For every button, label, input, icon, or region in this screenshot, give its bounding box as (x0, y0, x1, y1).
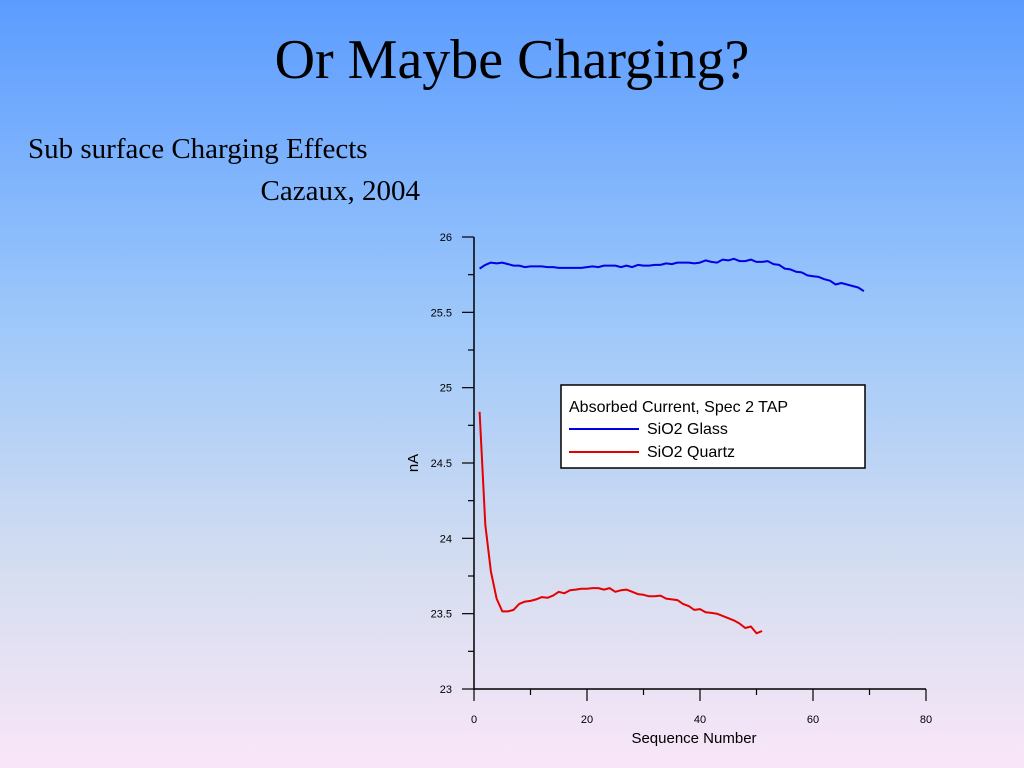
legend-label-2: SiO2 Quartz (647, 444, 735, 461)
chart-series-layer (478, 257, 865, 635)
series-line-2 (478, 411, 763, 635)
x-tick-label: 80 (920, 714, 932, 726)
y-tick-label: 26 (440, 232, 452, 244)
y-tick-label: 24 (440, 533, 452, 545)
x-tick-label: 40 (694, 714, 706, 726)
series-line-1 (479, 257, 865, 293)
legend-box (560, 384, 866, 469)
slide-subtitle: Sub surface Charging Effects Cazaux, 200… (28, 128, 428, 212)
y-axis-label: nA (405, 454, 422, 472)
chart-legend: Absorbed Current, Spec 2 TAP SiO2 GlassS… (560, 384, 866, 469)
x-axis-label: Sequence Number (631, 730, 756, 747)
legend-entries: SiO2 Glass SiO2 Quartz (569, 421, 735, 461)
x-tick-label: 60 (807, 714, 819, 726)
legend-title: Absorbed Current, Spec 2 TAP (569, 399, 788, 416)
subtitle-line-2: Cazaux, 2004 (260, 175, 420, 207)
chart-axes: 23 23.5 24 24.5 25 25.5 26 0 20 40 60 80 (431, 232, 933, 726)
x-tick-label: 20 (581, 714, 593, 726)
legend-label-1: SiO2 Glass (647, 421, 728, 438)
subtitle-line-1: Sub surface Charging Effects (28, 133, 368, 165)
y-tick-label: 25.5 (431, 307, 452, 319)
y-tick-label: 23 (440, 684, 452, 696)
x-tick-label: 0 (471, 714, 477, 726)
y-tick-label: 24.5 (431, 458, 452, 470)
y-tick-label: 23.5 (431, 609, 452, 621)
y-tick-label: 25 (440, 383, 452, 395)
slide-title: Or Maybe Charging? (274, 29, 750, 91)
